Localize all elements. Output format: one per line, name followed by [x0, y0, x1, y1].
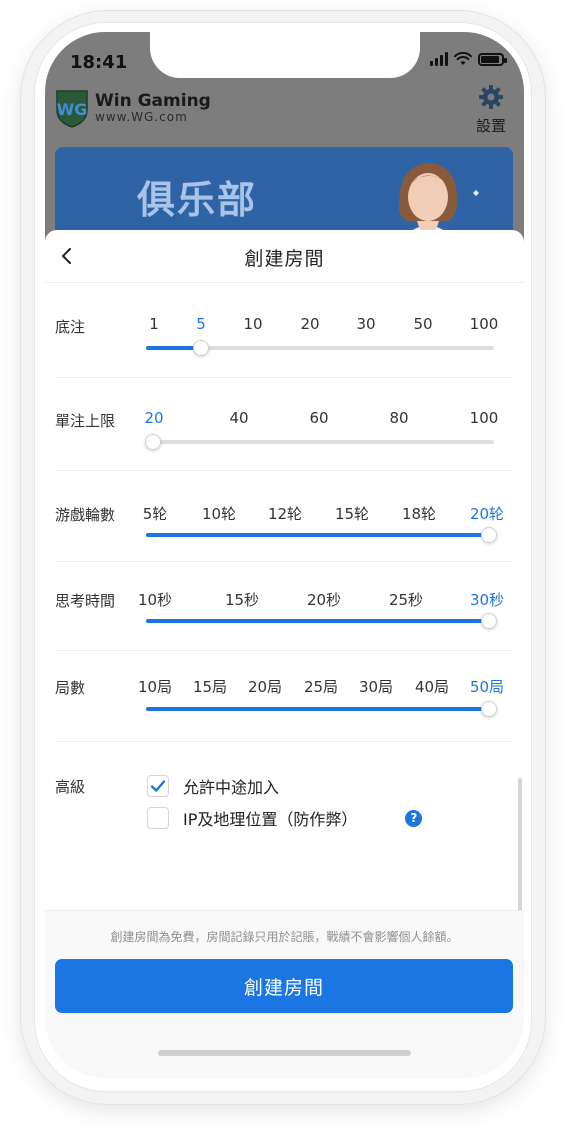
bet-limit-option-selected[interactable]: 20 [144, 409, 164, 427]
bet-limit-slider-thumb[interactable] [145, 434, 161, 450]
allow-join-midway-option[interactable]: 允許中途加入 [147, 774, 279, 798]
base-bet-slider-thumb[interactable] [193, 340, 209, 356]
scrollbar[interactable] [518, 778, 522, 980]
base-bet-row: 底注 1 5 10 20 30 50 100 [55, 283, 513, 378]
game-count-option[interactable]: 40局 [414, 678, 450, 696]
sheet-header: 創建房間 [45, 230, 524, 283]
base-bet-slider-fill [146, 346, 201, 350]
game-count-row: 局數 10局 15局 20局 25局 30局 40局 50局 [55, 651, 513, 742]
game-rounds-option-selected[interactable]: 20轮 [469, 505, 505, 523]
brand-header: WG Win Gaming www.WG.com [55, 88, 211, 128]
wifi-icon [454, 52, 472, 65]
base-bet-option[interactable]: 10 [243, 315, 263, 333]
brand-url: www.WG.com [95, 110, 188, 124]
ip-geo-anticheat-checkbox[interactable] [147, 807, 169, 829]
svg-text:WG: WG [57, 100, 88, 119]
brand-name: Win Gaming [95, 91, 211, 111]
create-room-button[interactable]: 創建房間 [55, 959, 513, 1013]
allow-join-midway-checkbox[interactable] [147, 775, 169, 797]
brand-logo: WG [56, 90, 88, 128]
status-icons [430, 52, 507, 66]
bet-limit-option[interactable]: 80 [389, 409, 409, 427]
sheet-title: 創建房間 [244, 248, 325, 270]
game-count-slider-thumb[interactable] [481, 701, 497, 717]
base-bet-option[interactable]: 50 [413, 315, 433, 333]
bet-limit-option[interactable]: 60 [309, 409, 329, 427]
base-bet-label: 底注 [55, 318, 86, 336]
game-rounds-slider[interactable] [146, 527, 497, 543]
think-time-option[interactable]: 25秒 [388, 591, 424, 609]
help-icon[interactable]: ? [405, 809, 423, 827]
game-count-slider[interactable] [146, 701, 497, 717]
advanced-label: 高級 [55, 778, 86, 796]
advanced-section: 高級 允許中途加入 IP及地理位置（防作弊） ? [55, 742, 513, 862]
game-rounds-option[interactable]: 15轮 [334, 505, 370, 523]
bet-limit-slider[interactable] [145, 434, 494, 450]
footer-note: 創建房間為免費，房間記錄只用於記賬，戰績不會影響個人餘額。 [110, 930, 459, 944]
think-time-slider[interactable] [146, 613, 497, 629]
think-time-option[interactable]: 20秒 [306, 591, 342, 609]
base-bet-option[interactable]: 100 [469, 315, 499, 333]
base-bet-option[interactable]: 20 [300, 315, 320, 333]
game-count-slider-fill [146, 707, 489, 711]
game-count-option[interactable]: 15局 [192, 678, 228, 696]
game-rounds-slider-fill [146, 533, 489, 537]
game-rounds-option[interactable]: 10轮 [201, 505, 237, 523]
settings-button[interactable]: 設置 [476, 84, 506, 136]
think-time-label: 思考時間 [55, 592, 116, 610]
bet-limit-row: 單注上限 20 40 60 80 100 [55, 378, 513, 471]
home-indicator [158, 1050, 411, 1056]
gear-icon [478, 85, 503, 109]
bet-limit-option[interactable]: 100 [469, 409, 499, 427]
bet-limit-option[interactable]: 40 [229, 409, 249, 427]
signal-icon [430, 52, 448, 66]
allow-join-midway-label: 允許中途加入 [183, 778, 280, 797]
think-time-option-selected[interactable]: 30秒 [469, 591, 505, 609]
game-rounds-label: 游戲輪數 [55, 506, 116, 524]
back-button[interactable] [53, 242, 81, 270]
base-bet-option[interactable]: 1 [149, 315, 159, 333]
game-rounds-row: 游戲輪數 5轮 10轮 12轮 15轮 18轮 20轮 [55, 471, 513, 562]
status-time: 18:41 [70, 52, 128, 73]
game-count-option[interactable]: 20局 [247, 678, 283, 696]
settings-label: 設置 [475, 117, 506, 135]
phone-screen: 18:41 WG Win Gaming www.WG.com [45, 32, 524, 1078]
banner-title: 俱乐部 [137, 178, 258, 222]
game-count-option[interactable]: 30局 [358, 678, 394, 696]
think-time-option[interactable]: 15秒 [224, 591, 260, 609]
base-bet-option-selected[interactable]: 5 [196, 315, 206, 333]
game-count-option-selected[interactable]: 50局 [469, 678, 505, 696]
sheet-footer: 創建房間為免費，房間記錄只用於記賬，戰績不會影響個人餘額。 創建房間 [45, 910, 524, 1078]
ip-geo-anticheat-option[interactable]: IP及地理位置（防作弊） ? [147, 806, 423, 830]
chevron-left-icon [62, 248, 71, 264]
notch [150, 32, 420, 78]
think-time-slider-fill [146, 619, 489, 623]
checkmark-icon [150, 780, 166, 792]
game-rounds-option[interactable]: 18轮 [401, 505, 437, 523]
create-room-sheet: 創建房間 底注 1 5 10 20 30 50 100 單注上限 20 40 6… [45, 230, 524, 1078]
game-rounds-option[interactable]: 12轮 [267, 505, 303, 523]
base-bet-option[interactable]: 30 [356, 315, 376, 333]
game-count-label: 局數 [55, 679, 86, 697]
base-bet-slider[interactable] [146, 340, 494, 356]
game-rounds-option[interactable]: 5轮 [142, 505, 168, 523]
game-count-option[interactable]: 10局 [137, 678, 173, 696]
bet-limit-label: 單注上限 [55, 412, 116, 430]
ip-geo-anticheat-label: IP及地理位置（防作弊） [183, 810, 358, 829]
battery-icon [478, 52, 507, 66]
think-time-row: 思考時間 10秒 15秒 20秒 25秒 30秒 [55, 562, 513, 651]
think-time-slider-thumb[interactable] [481, 613, 497, 629]
game-rounds-slider-thumb[interactable] [481, 527, 497, 543]
think-time-option[interactable]: 10秒 [137, 591, 173, 609]
game-count-option[interactable]: 25局 [303, 678, 339, 696]
